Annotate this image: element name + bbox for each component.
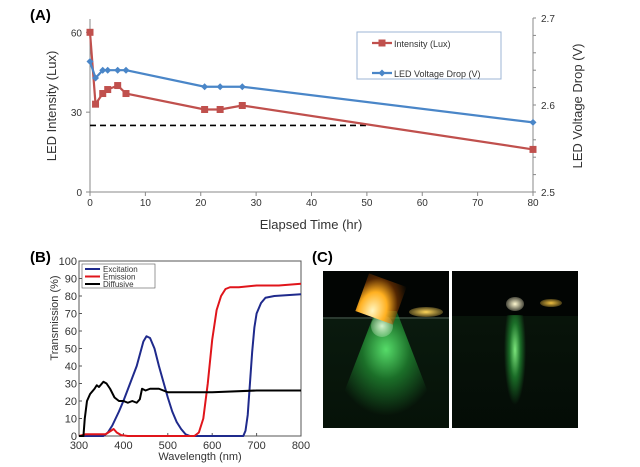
legend-label: Intensity (Lux) [394, 39, 451, 49]
panel-label-c: (C) [312, 249, 333, 266]
y-tick-label: 100 [59, 256, 77, 268]
y-tick-label: 60 [71, 28, 83, 39]
x-tick-label: 50 [361, 198, 373, 209]
y-tick-label: 50 [65, 344, 77, 356]
photo-wide-beam [323, 271, 449, 428]
y-tick-label: 30 [65, 379, 77, 391]
x-tick-label: 10 [140, 198, 152, 209]
y-tick-label: 30 [71, 108, 83, 119]
data-point-voltage [529, 118, 537, 126]
y-tick-label: 0 [76, 188, 82, 199]
data-point-voltage [114, 66, 122, 74]
data-point-intensity [238, 102, 246, 109]
legend-label: LED Voltage Drop (V) [394, 69, 481, 79]
x-axis-label: Wavelength (nm) [158, 451, 241, 463]
series-line-intensity [88, 32, 534, 151]
series-line-emission [78, 282, 302, 437]
series-line-voltage [88, 61, 534, 124]
photo-narrow-beam [452, 271, 578, 428]
x-tick-label: 400 [114, 440, 132, 452]
data-point-intensity [92, 100, 100, 108]
x-tick-label: 300 [70, 440, 88, 452]
x-tick-label: 40 [306, 198, 318, 209]
plot-frame-b [78, 260, 302, 437]
legend-label: Excitation [103, 265, 138, 274]
data-point-intensity [99, 90, 107, 98]
data-point-intensity [529, 145, 537, 153]
x-tick-label: 30 [251, 198, 263, 209]
legend-marker-square [378, 39, 386, 47]
y2-tick-label: 2.7 [541, 14, 555, 25]
x-tick-label: 0 [87, 198, 93, 209]
data-point-voltage [104, 66, 112, 74]
x-tick-label: 800 [292, 440, 310, 452]
y-tick-label: 60 [65, 326, 77, 338]
legend-marker-diamond [378, 69, 386, 77]
x-tick-label: 600 [203, 440, 221, 452]
y-tick-label: 90 [65, 274, 77, 286]
data-point-voltage [122, 66, 130, 74]
x-tick-label: 20 [195, 198, 207, 209]
data-point-intensity [114, 82, 122, 90]
x-tick-label: 80 [527, 198, 539, 209]
data-point-voltage [216, 83, 224, 91]
y-tick-label: 0 [71, 431, 77, 443]
data-point-intensity [201, 105, 209, 113]
y2-tick-label: 2.6 [541, 101, 555, 112]
series-line-diffusive [79, 380, 301, 437]
y-tick-label: 20 [65, 396, 77, 408]
y-tick-label: 40 [65, 361, 77, 373]
data-point-intensity [104, 86, 112, 94]
legend-label: Emission [103, 273, 135, 282]
data-point-voltage [201, 83, 209, 91]
y-tick-label: 70 [65, 309, 77, 321]
x-tick-label: 70 [472, 198, 484, 209]
legend-label: Diffusive [103, 280, 134, 289]
y-tick-label: 80 [65, 291, 77, 303]
data-point-voltage [238, 83, 246, 91]
data-point-intensity [122, 90, 130, 98]
data-point-voltage [92, 74, 100, 82]
data-point-voltage [99, 66, 107, 74]
panel-label-b: (B) [30, 249, 51, 266]
data-point-voltage [86, 58, 94, 65]
panel-label-a: (A) [30, 7, 51, 24]
y-axis-label: Transmission (%) [49, 275, 61, 360]
y2-axis-label: LED Voltage Drop (V) [570, 43, 585, 168]
x-tick-label: 500 [159, 440, 177, 452]
x-tick-label: 60 [417, 198, 429, 209]
y-tick-label: 10 [65, 414, 77, 426]
data-point-intensity [216, 105, 224, 113]
data-point-intensity [86, 28, 94, 36]
x-tick-label: 700 [247, 440, 265, 452]
y2-tick-label: 2.5 [541, 188, 555, 199]
y-axis-label: LED Intensity (Lux) [44, 51, 59, 162]
x-axis-label: Elapsed Time (hr) [260, 217, 363, 232]
